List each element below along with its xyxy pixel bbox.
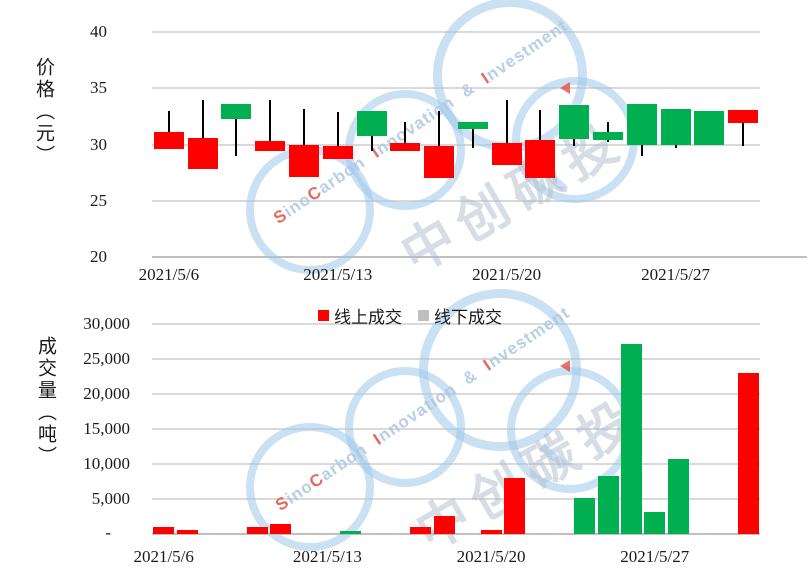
candle-body [694, 110, 725, 145]
price-y-tick: 25 [90, 191, 107, 210]
legend-label: 线上成交 [334, 308, 402, 327]
candle-wick [742, 109, 745, 146]
price-y-axis-title: 价格（元） [33, 57, 54, 167]
volume-y-tick: 5,000 [91, 489, 130, 508]
watermark-red-arrow-icon [560, 360, 570, 372]
candle-wick [404, 122, 407, 152]
watermark-ring [246, 423, 374, 551]
price-y-tick: 35 [90, 78, 107, 97]
candle-body [457, 122, 488, 129]
offline-legend-swatch [418, 310, 429, 321]
volume-y-tick-zero: - [105, 523, 111, 542]
volume-chart-plot [152, 324, 760, 534]
volume-y-tick: 20,000 [83, 384, 130, 403]
volume-y-tick: 25,000 [83, 349, 130, 368]
candle-wick [269, 99, 272, 152]
volume-bar [597, 475, 619, 534]
gridline [152, 498, 760, 500]
candle-body [660, 108, 691, 145]
price-x-axis-label: 2021/5/27 [641, 265, 711, 284]
candle-body [390, 143, 421, 152]
candle-body [289, 144, 319, 178]
legend-item-offline: 线下成交 [418, 303, 502, 328]
volume-bar [433, 515, 455, 534]
candle-wick [167, 110, 170, 149]
volume-x-axis-label: 2021/5/20 [456, 547, 526, 566]
volume-x-axis-label: 2021/5/27 [620, 547, 690, 566]
volume-x-axis-label: 2021/5/13 [292, 547, 362, 566]
candle-body [356, 110, 387, 136]
candle-body [255, 141, 286, 152]
volume-bar [737, 373, 759, 534]
volume-bar [410, 527, 432, 534]
volume-bar [176, 529, 198, 534]
price-x-axis-label: 2021/5/13 [303, 265, 373, 284]
legend-label: 线下成交 [434, 308, 502, 327]
volume-x-axis-label: 2021/5/6 [133, 547, 194, 566]
volume-bar [667, 459, 689, 534]
candle-wick [438, 110, 441, 179]
price-x-axis-label: 2021/5/20 [472, 265, 542, 284]
price-x-axis-line [152, 256, 807, 258]
candle-wick [235, 104, 238, 156]
candle-wick [303, 108, 305, 178]
candle-body [424, 145, 455, 179]
volume-bar [644, 512, 666, 534]
candle-body [491, 143, 522, 165]
volume-y-tick: 15,000 [83, 419, 130, 438]
candle-wick [201, 99, 204, 170]
candle-body [593, 132, 623, 140]
candle-wick [336, 111, 339, 160]
candle-wick [471, 122, 474, 148]
candle-body [525, 140, 556, 179]
price-x-axis-label: 2021/5/6 [138, 265, 200, 284]
volume-bar [153, 527, 175, 534]
watermark-red-arrow-icon [560, 82, 570, 94]
volume-bar [574, 497, 596, 534]
candle-body [559, 105, 590, 139]
online-legend-swatch [318, 310, 329, 321]
volume-bar [480, 529, 502, 534]
gridline [152, 200, 760, 202]
candle-body [728, 109, 759, 124]
price-chart-plot [152, 32, 760, 257]
candle-body [187, 137, 218, 170]
candle-body [153, 132, 184, 149]
volume-y-tick: 30,000 [83, 314, 130, 333]
volume-y-tick: 10,000 [83, 454, 130, 473]
volume-x-axis-line [152, 533, 760, 535]
volume-bar [620, 343, 642, 534]
candle-wick [505, 99, 508, 165]
candle-body [221, 104, 252, 119]
price-y-tick: 30 [90, 135, 107, 154]
gridline [152, 463, 760, 465]
volume-bar [246, 527, 268, 534]
candle-body [626, 104, 657, 145]
volume-y-axis-title: 成交量（吨） [35, 336, 56, 468]
candle-body [322, 145, 353, 160]
volume-bar [340, 531, 362, 534]
price-y-tick: 20 [90, 247, 107, 266]
volume-bar [270, 524, 292, 534]
volume-legend: 线上成交 线下成交 [318, 303, 502, 328]
volume-bar [503, 478, 525, 534]
price-y-tick: 40 [90, 22, 107, 41]
legend-item-online: 线上成交 [318, 303, 402, 328]
